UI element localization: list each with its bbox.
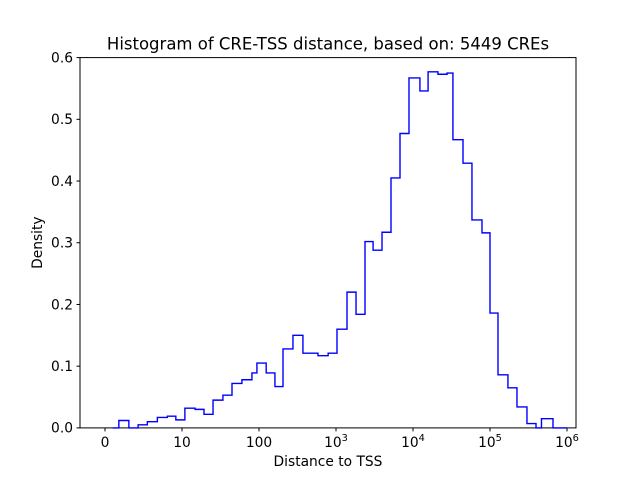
histogram-step-line bbox=[112, 71, 567, 429]
y-tick-label: 0.1 bbox=[51, 359, 73, 375]
x-tick-label: 103 bbox=[324, 433, 348, 451]
x-axis-ticks: 0 10 100 103 104 105 106 bbox=[101, 427, 579, 451]
y-axis-ticks: 0.0 0.1 0.2 0.3 0.4 0.5 0.6 bbox=[51, 50, 80, 437]
x-tick-label: 100 bbox=[246, 435, 272, 451]
y-tick-label: 0.4 bbox=[51, 174, 73, 190]
y-axis-label: Density bbox=[30, 216, 46, 268]
y-tick-label: 0.2 bbox=[51, 297, 73, 313]
x-tick-label: 10 bbox=[173, 435, 191, 451]
y-tick-label: 0.6 bbox=[51, 50, 73, 66]
chart-title: Histogram of CRE-TSS distance, based on:… bbox=[107, 35, 549, 54]
x-tick-label: 105 bbox=[478, 433, 502, 451]
x-tick-label: 106 bbox=[555, 433, 579, 451]
y-tick-label: 0.5 bbox=[51, 112, 73, 128]
plot-area bbox=[79, 57, 577, 429]
y-tick-label: 0.0 bbox=[51, 421, 73, 437]
x-tick-label: 0 bbox=[101, 435, 110, 451]
x-axis-label: Distance to TSS bbox=[274, 454, 383, 470]
y-tick-label: 0.3 bbox=[51, 236, 73, 252]
x-tick-label: 104 bbox=[401, 433, 425, 451]
